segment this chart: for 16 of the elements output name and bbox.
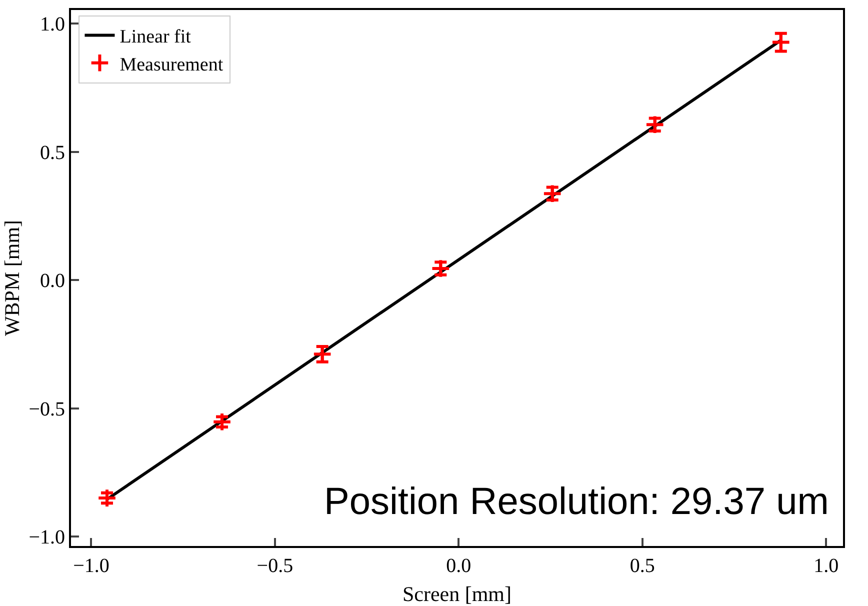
y-tick-label: 0.5 (40, 142, 65, 164)
x-tick-label: 0.0 (446, 555, 472, 577)
y-axis-title: WBPM [mm] (0, 220, 24, 336)
legend-label: Linear fit (120, 26, 192, 48)
y-tick-label: −1.0 (28, 526, 65, 549)
x-tick-label: −0.5 (256, 555, 294, 577)
x-tick-label: 0.5 (630, 555, 655, 577)
x-tick-label: −1.0 (73, 555, 110, 577)
x-axis-title: Screen [mm] (402, 582, 512, 606)
y-tick-label: 1.0 (40, 14, 65, 36)
legend-label: Measurement (120, 54, 224, 76)
x-tick-label: 1.0 (814, 555, 839, 577)
point (212, 412, 232, 432)
annotation: Position Resolution: 29.37 um (324, 481, 829, 523)
y-tick-label: −0.5 (28, 398, 65, 420)
y-tick-label: 0.0 (40, 270, 65, 292)
